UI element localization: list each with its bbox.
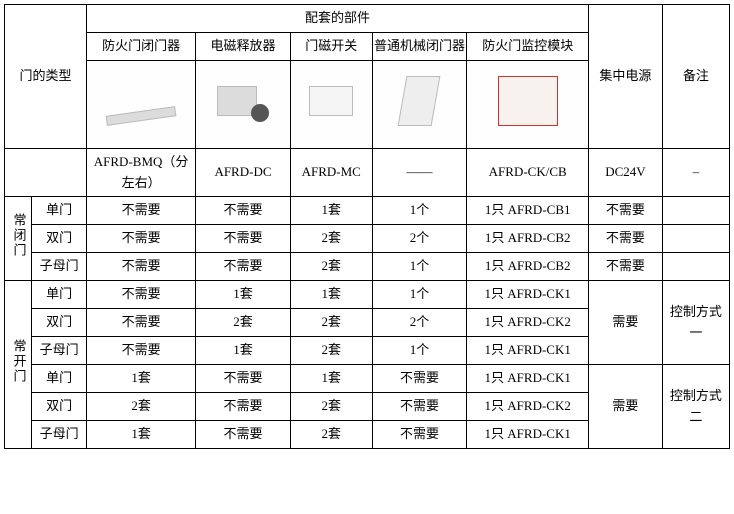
open2-child: 子母门 bbox=[32, 421, 87, 449]
cell: 2套 bbox=[196, 309, 291, 337]
cell: 不需要 bbox=[86, 337, 195, 365]
closed-double: 双门 bbox=[32, 225, 87, 253]
model-none: —— bbox=[372, 149, 467, 197]
open1-single: 单门 bbox=[32, 281, 87, 309]
components-header: 配套的部件 bbox=[86, 5, 588, 33]
door-type-header: 门的类型 bbox=[5, 5, 87, 149]
cell: 不需要 bbox=[372, 421, 467, 449]
cell: 不需要 bbox=[86, 309, 195, 337]
cell: 不需要 bbox=[589, 197, 663, 225]
cell: 2套 bbox=[290, 337, 372, 365]
col-mech-closer: 普通机械闭门器 bbox=[372, 33, 467, 61]
cell: 不需要 bbox=[372, 365, 467, 393]
cell: 1只 AFRD-CK2 bbox=[467, 393, 589, 421]
cell: 1只 AFRD-CK1 bbox=[467, 281, 589, 309]
cell: 不需要 bbox=[372, 393, 467, 421]
model-mc: AFRD-MC bbox=[290, 149, 372, 197]
img-mag-switch bbox=[290, 61, 372, 149]
model-spacer bbox=[5, 149, 87, 197]
model-power: DC24V bbox=[589, 149, 663, 197]
img-closer bbox=[86, 61, 195, 149]
cell: 2套 bbox=[290, 253, 372, 281]
cell: 1套 bbox=[86, 421, 195, 449]
cell: 1只 AFRD-CB1 bbox=[467, 197, 589, 225]
cell bbox=[662, 197, 729, 225]
cell: 1只 AFRD-CK1 bbox=[467, 365, 589, 393]
img-mech-closer bbox=[372, 61, 467, 149]
cell: 1个 bbox=[372, 337, 467, 365]
open2-double: 双门 bbox=[32, 393, 87, 421]
cell: 1个 bbox=[372, 253, 467, 281]
power-header: 集中电源 bbox=[589, 5, 663, 149]
col-monitor: 防火门监控模块 bbox=[467, 33, 589, 61]
cell: 不需要 bbox=[196, 365, 291, 393]
model-dc: AFRD-DC bbox=[196, 149, 291, 197]
cell: 1套 bbox=[290, 365, 372, 393]
remark-header: 备注 bbox=[662, 5, 729, 149]
cell: 2套 bbox=[290, 421, 372, 449]
open1-double: 双门 bbox=[32, 309, 87, 337]
closed-single: 单门 bbox=[32, 197, 87, 225]
cell: 1只 AFRD-CB2 bbox=[467, 225, 589, 253]
closed-child: 子母门 bbox=[32, 253, 87, 281]
cell-ctrl1: 控制方式一 bbox=[662, 281, 729, 365]
cell: 不需要 bbox=[196, 393, 291, 421]
open2-single: 单门 bbox=[32, 365, 87, 393]
cell-ctrl2: 控制方式二 bbox=[662, 365, 729, 449]
cell: 1个 bbox=[372, 281, 467, 309]
group-open: 常开门 bbox=[5, 281, 32, 449]
cell: 2套 bbox=[290, 393, 372, 421]
img-monitor bbox=[467, 61, 589, 149]
img-em-release bbox=[196, 61, 291, 149]
open1-child: 子母门 bbox=[32, 337, 87, 365]
cell: 1只 AFRD-CK2 bbox=[467, 309, 589, 337]
cell: 1只 AFRD-CK1 bbox=[467, 337, 589, 365]
model-ckcb: AFRD-CK/CB bbox=[467, 149, 589, 197]
cell: 不需要 bbox=[589, 253, 663, 281]
cell: 2套 bbox=[290, 225, 372, 253]
cell: 不需要 bbox=[86, 253, 195, 281]
cell: 不需要 bbox=[86, 197, 195, 225]
cell: 不需要 bbox=[196, 253, 291, 281]
cell: 1套 bbox=[86, 365, 195, 393]
cell: 1套 bbox=[290, 197, 372, 225]
cell: 1套 bbox=[196, 281, 291, 309]
cell: 2套 bbox=[86, 393, 195, 421]
col-closer: 防火门闭门器 bbox=[86, 33, 195, 61]
model-remark: – bbox=[662, 149, 729, 197]
cell: 不需要 bbox=[196, 225, 291, 253]
cell: 1个 bbox=[372, 197, 467, 225]
model-bmq: AFRD-BMQ（分左右） bbox=[86, 149, 195, 197]
cell bbox=[662, 225, 729, 253]
cell: 2个 bbox=[372, 309, 467, 337]
cell: 不需要 bbox=[86, 281, 195, 309]
fire-door-config-table: 门的类型 配套的部件 集中电源 备注 防火门闭门器 电磁释放器 门磁开关 普通机… bbox=[4, 4, 730, 449]
cell: 1只 AFRD-CB2 bbox=[467, 253, 589, 281]
cell: 2个 bbox=[372, 225, 467, 253]
cell: 不需要 bbox=[196, 197, 291, 225]
cell bbox=[662, 253, 729, 281]
cell: 不需要 bbox=[86, 225, 195, 253]
cell: 1只 AFRD-CK1 bbox=[467, 421, 589, 449]
cell: 1套 bbox=[196, 337, 291, 365]
col-em-release: 电磁释放器 bbox=[196, 33, 291, 61]
cell: 2套 bbox=[290, 309, 372, 337]
cell-need2: 需要 bbox=[589, 365, 663, 449]
cell: 不需要 bbox=[196, 421, 291, 449]
cell: 不需要 bbox=[589, 225, 663, 253]
group-closed: 常闭门 bbox=[5, 197, 32, 281]
cell-need1: 需要 bbox=[589, 281, 663, 365]
col-mag-switch: 门磁开关 bbox=[290, 33, 372, 61]
cell: 1套 bbox=[290, 281, 372, 309]
